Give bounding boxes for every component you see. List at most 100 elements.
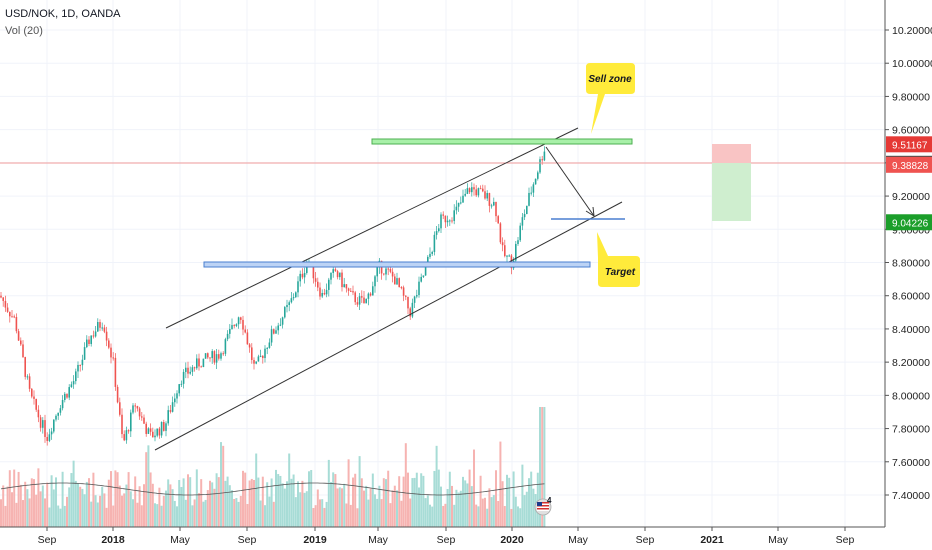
volume-bar [231,490,233,527]
candle-body [198,358,200,367]
candle-body [471,187,473,193]
projection-arrow[interactable] [545,146,595,217]
volume-bar [391,490,394,527]
candle-body [121,414,123,435]
price-badge-text: 9.51167 [892,140,928,151]
candle-body [279,324,282,326]
volume-bar [277,474,280,527]
price-candles [0,146,546,446]
time-axis[interactable] [0,527,885,550]
volume-bar [387,470,390,527]
time-axis-label: 2021 [700,534,724,546]
volume-indicator-label[interactable]: Vol (20) [5,25,43,37]
candle-body [79,364,81,366]
volume-bar [352,477,354,527]
candle-body [354,292,356,303]
time-axis-label: Sep [38,534,57,546]
price-axis-labels: 10.2000010.000009.800009.600009.400009.2… [885,25,932,502]
volume-bar [11,492,13,527]
candle-body [468,188,471,193]
candle-body [11,316,13,318]
volume-bar [96,502,99,527]
volume-bar [464,480,467,527]
volume-bar [114,470,117,527]
volume-bar [448,471,451,527]
volume-bar [59,508,62,527]
candle-body [196,358,198,369]
candle-body [438,228,440,232]
candle-body [389,268,392,272]
candle-body [224,339,227,354]
volume-bar [385,479,387,527]
symbol-info[interactable]: USD/NOK, 1D, OANDA [5,8,121,20]
volume-bar [110,471,112,527]
candle-body [356,302,359,305]
volume-bar [286,481,288,527]
time-axis-labels: Sep 2018 May Sep 2019 May Sep 2020 May Sep 2021 May… [38,527,854,546]
candle-body [422,275,425,277]
candle-body [277,325,279,331]
event-count: 4 [547,496,552,505]
volume-bar [94,495,97,527]
candle-body [264,348,266,359]
candle-body [169,410,172,412]
candle-body [325,289,328,295]
candle-body [125,430,128,441]
sell-zone-rectangle[interactable] [371,138,633,145]
time-axis-label: Sep [636,534,655,546]
volume-bar [143,484,145,527]
candle-body [149,428,152,432]
candle-body [99,322,101,328]
candle-body [66,393,68,398]
volume-bar [57,505,60,527]
price-axis[interactable] [885,0,932,527]
volume-bar [211,482,214,527]
target-callout[interactable]: Target [597,232,640,287]
candle-body [9,311,11,317]
candle-body [171,402,174,412]
candle-body [435,231,438,235]
candle-body [103,327,106,332]
channel-lower-line[interactable] [154,201,623,451]
volume-bar [13,469,16,527]
volume-bar [46,482,49,527]
volume-bar [103,493,106,527]
candle-body [134,405,136,407]
volume-bar [347,459,350,527]
candle-body [240,317,242,320]
candle-body [237,317,240,325]
candle-body [312,261,315,279]
volume-bar [202,501,205,527]
sell-zone-callout[interactable]: Sell zone [586,63,635,134]
candle-body [138,408,141,417]
volume-bar [224,480,227,527]
volume-bar [446,489,449,527]
candle-body [341,272,343,288]
volume-bar [297,481,299,527]
volume-bar [470,486,473,527]
volume-bar [26,489,29,527]
candle-body [497,216,499,224]
support-zone-rectangle[interactable] [203,261,591,268]
candle-body [136,406,139,409]
stop-loss-zone[interactable] [712,144,751,163]
candle-body [165,423,167,431]
volume-bar [184,499,187,527]
candle-body [251,347,253,360]
candle-body [2,297,4,301]
candle-body [127,430,130,432]
candle-body [28,376,31,389]
candle-body [528,192,530,206]
candle-body [424,266,427,276]
volume-bar [455,489,458,527]
volume-bar [19,484,22,527]
candle-body [501,242,504,246]
volume-bar [162,495,165,527]
profit-target-zone[interactable] [712,163,751,221]
volume-bar [132,499,134,527]
volume-bar [457,492,460,527]
channel-upper-line[interactable] [165,127,579,329]
event-marker[interactable]: 4 [534,496,552,516]
volume-bar [453,504,456,527]
